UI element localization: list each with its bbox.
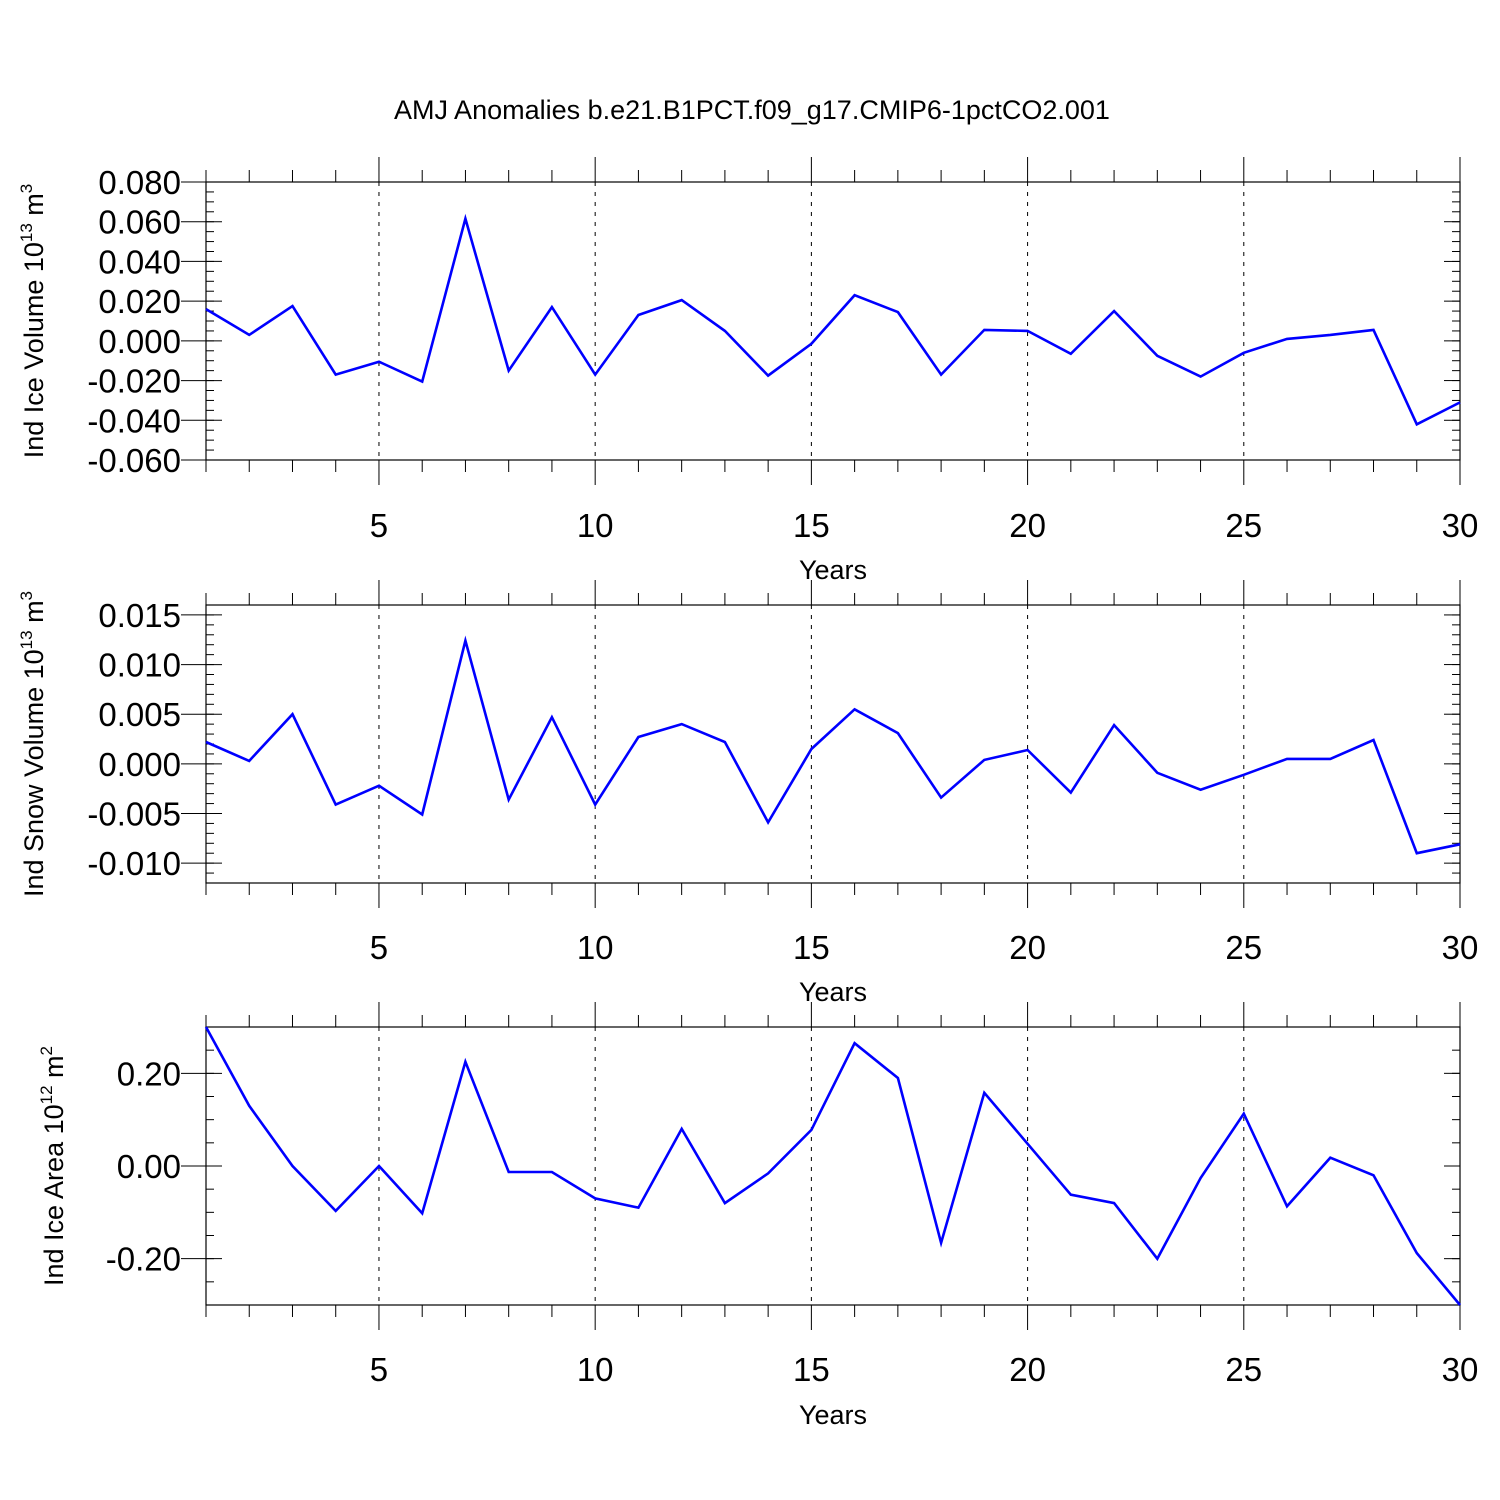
- y-tick-label: -0.040: [87, 402, 181, 439]
- x-tick-label: 30: [1442, 929, 1479, 966]
- x-axis-title: Years: [799, 1400, 867, 1430]
- y-tick-label: 0.000: [98, 746, 181, 783]
- y-tick-label: 0.080: [98, 164, 181, 201]
- y-tick-label: 0.020: [98, 283, 181, 320]
- x-tick-label: 25: [1225, 929, 1262, 966]
- x-tick-label: 5: [370, 929, 388, 966]
- x-tick-label: 20: [1009, 507, 1046, 544]
- y-tick-label: 0.060: [98, 204, 181, 241]
- x-tick-label: 25: [1225, 1351, 1262, 1388]
- y-tick-label: -0.20: [106, 1241, 181, 1278]
- y-tick-label: 0.000: [98, 323, 181, 360]
- chart-title: AMJ Anomalies b.e21.B1PCT.f09_g17.CMIP6-…: [394, 95, 1110, 125]
- x-tick-label: 15: [793, 507, 830, 544]
- x-tick-label: 30: [1442, 1351, 1479, 1388]
- series-line: [204, 1026, 1461, 1306]
- y-tick-label: -0.020: [87, 363, 181, 400]
- x-tick-label: 30: [1442, 507, 1479, 544]
- y-tick-label: 0.015: [98, 597, 181, 634]
- y-axis-title: Ind Ice Volume 1013 m3: [17, 184, 49, 459]
- x-tick-label: 5: [370, 507, 388, 544]
- y-tick-label: 0.20: [117, 1055, 181, 1092]
- x-tick-label: 5: [370, 1351, 388, 1388]
- x-tick-label: 10: [577, 507, 614, 544]
- x-tick-label: 15: [793, 1351, 830, 1388]
- y-tick-label: -0.060: [87, 442, 181, 479]
- x-tick-label: 20: [1009, 1351, 1046, 1388]
- y-axis-title: Ind Ice Area 1012 m2: [37, 1046, 69, 1286]
- x-tick-label: 10: [577, 1351, 614, 1388]
- y-tick-label: -0.010: [87, 845, 181, 882]
- y-tick-label: 0.040: [98, 243, 181, 280]
- y-tick-label: 0.010: [98, 647, 181, 684]
- x-axis-title: Years: [799, 555, 867, 585]
- panel-ice-volume: -0.060-0.040-0.0200.0000.0200.0400.0600.…: [17, 157, 1478, 585]
- x-tick-label: 15: [793, 929, 830, 966]
- plot-frame: [205, 1026, 1461, 1306]
- x-tick-label: 25: [1225, 507, 1262, 544]
- y-tick-label: 0.00: [117, 1148, 181, 1185]
- x-axis-title: Years: [799, 977, 867, 1007]
- y-axis-title: Ind Snow Volume 1013 m3: [17, 591, 49, 897]
- plot-frame: [205, 604, 1461, 884]
- series-line: [205, 635, 1461, 855]
- y-tick-label: -0.005: [87, 796, 181, 833]
- x-tick-label: 20: [1009, 929, 1046, 966]
- panel-ice-area: -0.20 0.00 0.20 5 10 15 20 25 30 Years Ind Ice Are…: [37, 1002, 1478, 1430]
- panel-snow-volume: -0.010 -0.005 0.000 0.005 0.010 0.015 5 10 15 20 2…: [17, 580, 1478, 1007]
- y-tick-label: 0.005: [98, 696, 181, 733]
- x-tick-label: 10: [577, 929, 614, 966]
- series-line: [205, 213, 1461, 427]
